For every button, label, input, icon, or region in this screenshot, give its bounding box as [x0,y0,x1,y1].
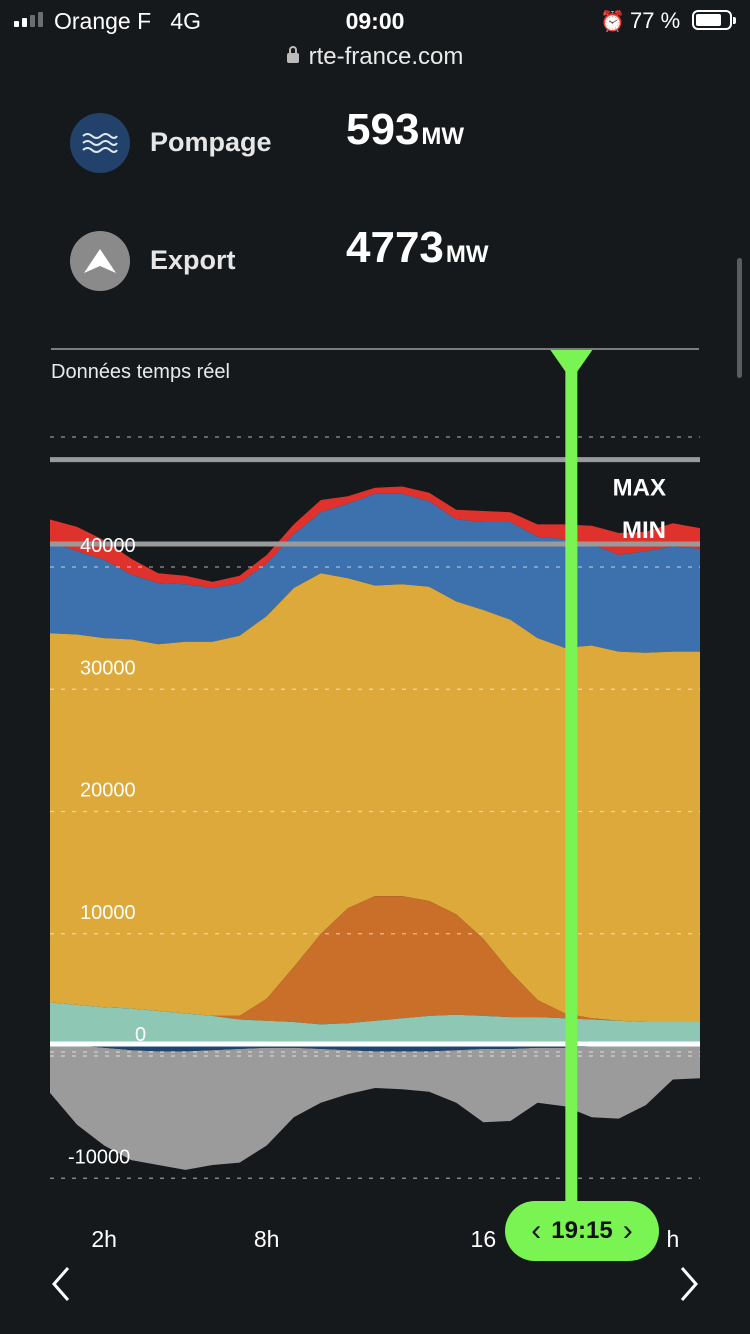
reference-label-max: MAX [613,475,666,502]
x-tick-label: 8h [253,1226,280,1252]
area-exchange-neg [50,1044,700,1170]
x-tick-label: 2h [91,1226,117,1252]
next-button[interactable] [670,1262,710,1306]
y-tick-label: 30000 [80,657,136,679]
cursor-prev-icon[interactable]: ‹ [531,1214,542,1247]
scrollbar[interactable] [737,258,742,378]
y-tick-label: 0 [135,1024,146,1046]
time-cursor-line [565,350,578,1205]
metric-export: Export 4773MW [70,223,690,291]
x-tick-label: 16 [470,1226,497,1252]
metric-label: Pompage [150,127,272,157]
metric-pompage: Pompage 593MW [70,105,690,173]
reference-label-min: MIN [622,517,666,544]
production-chart[interactable]: 40000 30000 20000 10000 0 -10000 MAX MIN [0,350,750,1230]
url-text: rte-france.com [308,43,464,70]
area-mid [50,573,700,1022]
metric-value: 593MW [346,105,465,154]
chevron-left-icon [52,1267,70,1301]
area-solar [50,896,700,1025]
status-bar: Orange F 4G 09:00 ⏰ 77 % [0,0,750,44]
x-tick-label: h [666,1226,680,1252]
area-base [50,1002,700,1044]
cursor-time: 19:15 [551,1217,613,1244]
x-axis-labels: 2h 8h 16 h [0,1226,750,1262]
url-bar[interactable]: rte-france.com [0,43,750,71]
battery-icon [692,10,736,30]
chevron-right-icon [680,1267,698,1301]
time-cursor-marker [550,350,593,380]
clock: 09:00 [345,8,405,34]
metric-label: Export [150,245,236,275]
alarm-icon: ⏰ [600,11,625,33]
signal-strength-icon [14,12,43,27]
y-tick-label: 20000 [80,780,136,802]
previous-button[interactable] [44,1262,84,1306]
y-tick-label: 40000 [80,535,136,557]
carrier-label: Orange F 4G [54,8,202,34]
divider [51,348,699,350]
waves-icon [70,113,130,173]
lock-icon [286,46,299,63]
y-tick-label: -10000 [68,1146,130,1168]
metric-value: 4773MW [346,223,489,272]
area-import [50,493,700,653]
export-arrow-icon [70,231,130,291]
battery-percentage: 77 % [630,8,681,33]
cursor-next-icon[interactable]: › [622,1214,633,1247]
time-cursor-badge[interactable]: ‹ 19:15 › [505,1201,659,1261]
chart-title: Données temps réel [51,361,230,383]
y-tick-label: 10000 [80,902,136,924]
